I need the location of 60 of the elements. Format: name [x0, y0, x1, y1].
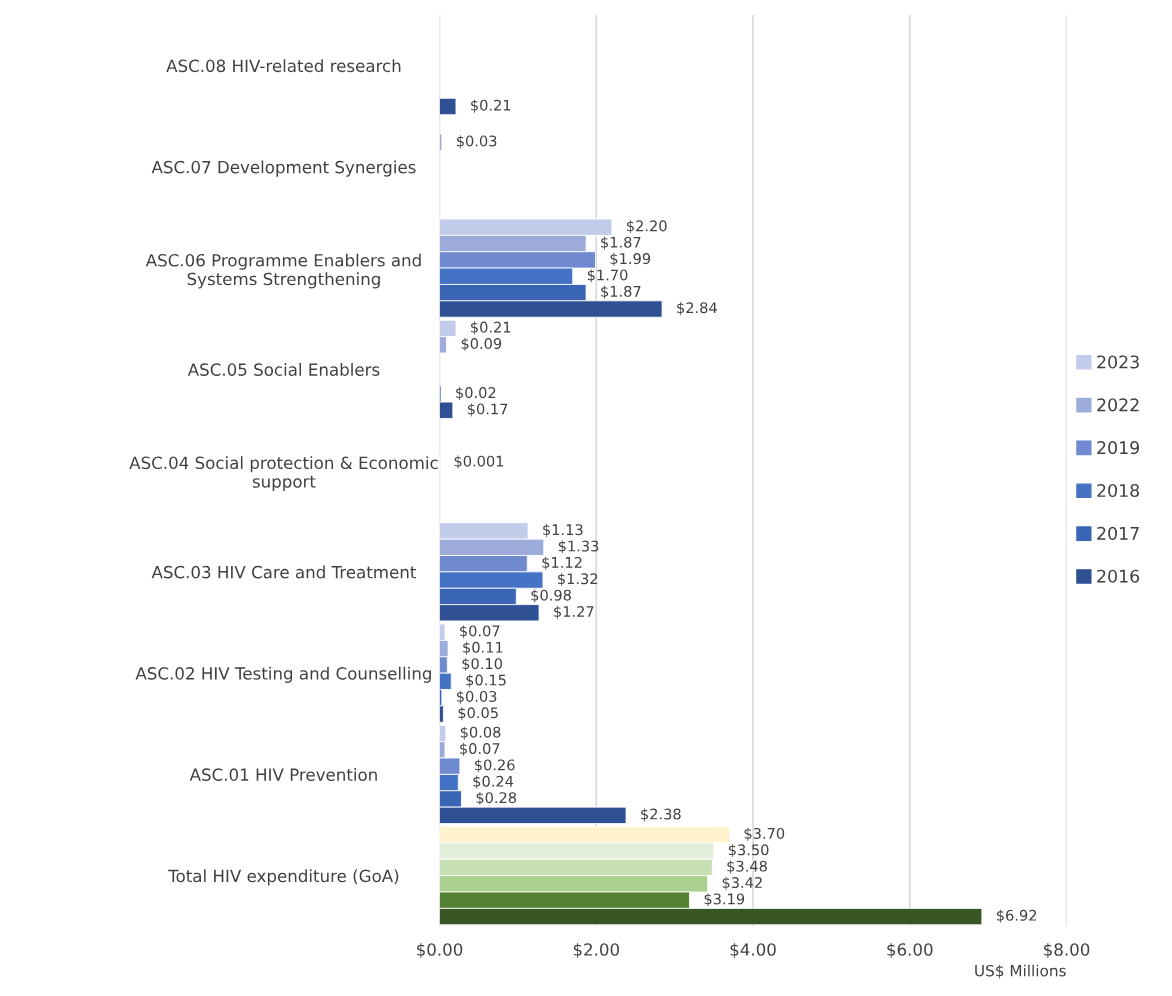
data-label: $3.48 — [727, 860, 767, 874]
data-label: $0.07 — [460, 625, 500, 639]
data-label: $0.17 — [467, 403, 508, 417]
data-label: $1.27 — [554, 605, 594, 619]
bar — [439, 133, 443, 151]
legend-label: 2023 — [1097, 355, 1139, 369]
y-tick-label: ASC.07 Development Synergies — [151, 160, 416, 177]
data-label: $0.08 — [460, 726, 501, 740]
data-label: $0.07 — [460, 742, 500, 756]
data-label: $0.11 — [463, 641, 503, 655]
data-label: $1.87 — [601, 285, 641, 299]
data-label: $0.03 — [456, 690, 497, 704]
data-label: $0.03 — [456, 135, 497, 149]
legend-label: 2019 — [1097, 441, 1139, 455]
x-tick-label: $2.00 — [573, 942, 620, 959]
data-label: $1.13 — [543, 523, 583, 538]
y-tick-label: Total HIV expenditure (GoA) — [168, 869, 399, 886]
data-label: $0.98 — [531, 589, 571, 603]
bar — [439, 97, 457, 116]
y-tick-label: ASC.06 Programme Enablers and Systems Strengthening — [145, 253, 421, 289]
data-label: $0.10 — [462, 657, 503, 672]
data-label: $0.02 — [456, 386, 496, 401]
data-label: $0.15 — [466, 674, 506, 688]
x-tick-label: $0.00 — [417, 942, 463, 959]
legend-label: 2016 — [1097, 569, 1140, 583]
data-label: $0.09 — [461, 337, 502, 351]
y-tick-label: ASC.03 HIV Care and Treatment — [151, 565, 416, 579]
data-label: $3.70 — [744, 827, 785, 841]
data-label: $3.50 — [728, 844, 769, 858]
data-label: $3.42 — [722, 876, 762, 890]
legend-label: 2022 — [1097, 398, 1139, 412]
y-tick-label: ASC.02 HIV Testing and Counselling — [135, 666, 431, 683]
data-label: $2.38 — [641, 808, 681, 822]
x-tick-label: $6.00 — [887, 942, 933, 959]
data-label: $2.84 — [677, 301, 717, 316]
data-label: $0.21 — [471, 321, 511, 335]
x-tick-label: $4.00 — [730, 942, 776, 959]
data-label: $2.20 — [627, 220, 667, 234]
y-tick-label: ASC.04 Social protection & Economic support — [129, 456, 438, 492]
legend-label: 2018 — [1097, 483, 1140, 498]
y-tick-label: ASC.08 HIV-related research — [166, 59, 401, 73]
data-label: $0.05 — [458, 707, 498, 721]
data-label: $1.33 — [558, 540, 599, 554]
data-label: $1.70 — [587, 269, 628, 283]
data-label: $0.28 — [476, 791, 517, 806]
x-axis-title: US$ Millions — [975, 964, 1066, 979]
data-label: $0.24 — [473, 775, 514, 789]
data-label: $0.21 — [471, 99, 511, 113]
data-label: $1.32 — [558, 573, 598, 587]
x-tick-label: $8.00 — [1044, 942, 1090, 959]
y-tick-label: ASC.01 HIV Prevention — [189, 768, 377, 781]
y-tick-label: ASC.05 Social Enablers — [187, 363, 380, 376]
data-label: $1.12 — [542, 556, 582, 570]
legend-label: 2017 — [1097, 526, 1139, 540]
data-label: $3.19 — [704, 893, 745, 907]
data-label: $6.92 — [996, 909, 1037, 923]
data-label: $1.99 — [610, 252, 651, 267]
data-label: $0.26 — [474, 759, 515, 773]
data-label: $0.001 — [454, 455, 504, 469]
data-label: $1.87 — [601, 236, 641, 250]
